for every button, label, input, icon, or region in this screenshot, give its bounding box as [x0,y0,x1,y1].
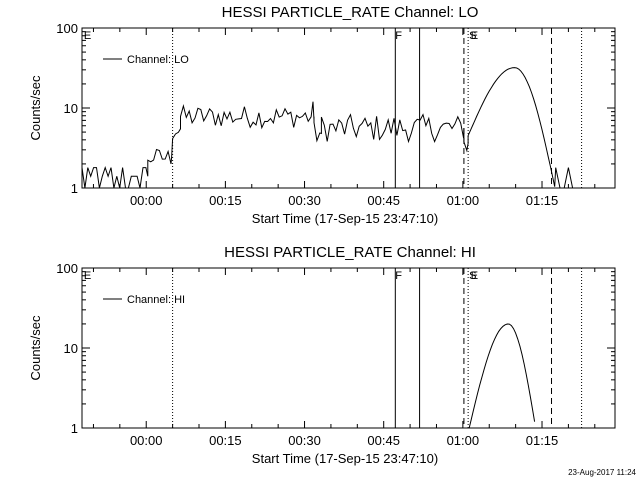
flag-label: E [471,270,478,282]
series-line-channel-hi [468,323,536,429]
x-tick-label: 00:15 [209,193,242,208]
legend-label: Channel: HI [127,294,185,306]
y-tick-label: 10 [64,341,78,356]
y-tick-label: 100 [56,261,78,276]
x-tick-label: 01:00 [447,433,480,448]
x-tick-label: 01:15 [526,433,559,448]
legend-label: Channel: LO [127,54,189,66]
chart-title-lo: HESSI PARTICLE_RATE Channel: LO [222,4,479,21]
flag-label: F [395,270,402,282]
flag-label: E [471,30,478,42]
y-axis-label-hi: Counts/sec [28,315,43,381]
x-tick-label: 01:15 [526,193,559,208]
x-tick-label: 00:00 [130,433,163,448]
y-tick-label: 1 [71,181,78,196]
y-tick-label: 1 [71,421,78,436]
flag-label: E [84,270,91,282]
flag-label: E [84,30,91,42]
plot-frame [81,267,616,429]
x-tick-label: 00:45 [367,193,400,208]
y-axis-label-lo: Counts/sec [28,75,43,141]
x-tick-label: 00:45 [367,433,400,448]
flag-label: F [395,30,402,42]
y-tick-label: 100 [56,21,78,36]
chart-title-hi: HESSI PARTICLE_RATE Channel: HI [224,244,476,261]
footer-timestamp: 23-Aug-2017 11:24 [568,468,636,477]
x-tick-label: 01:00 [447,193,480,208]
x-axis-label-hi: Start Time (17-Sep-15 23:47:10) [252,451,438,466]
flag-label: S [469,30,476,42]
y-tick-label: 10 [64,101,78,116]
x-axis-label-lo: Start Time (17-Sep-15 23:47:10) [252,211,438,226]
x-tick-label: 00:30 [288,193,321,208]
x-tick-label: 00:15 [209,433,242,448]
x-tick-label: 00:30 [288,433,321,448]
flag-label: S [469,270,476,282]
x-tick-label: 00:00 [130,193,163,208]
plot-frame [81,27,616,189]
series-line-channel-lo [81,67,582,189]
